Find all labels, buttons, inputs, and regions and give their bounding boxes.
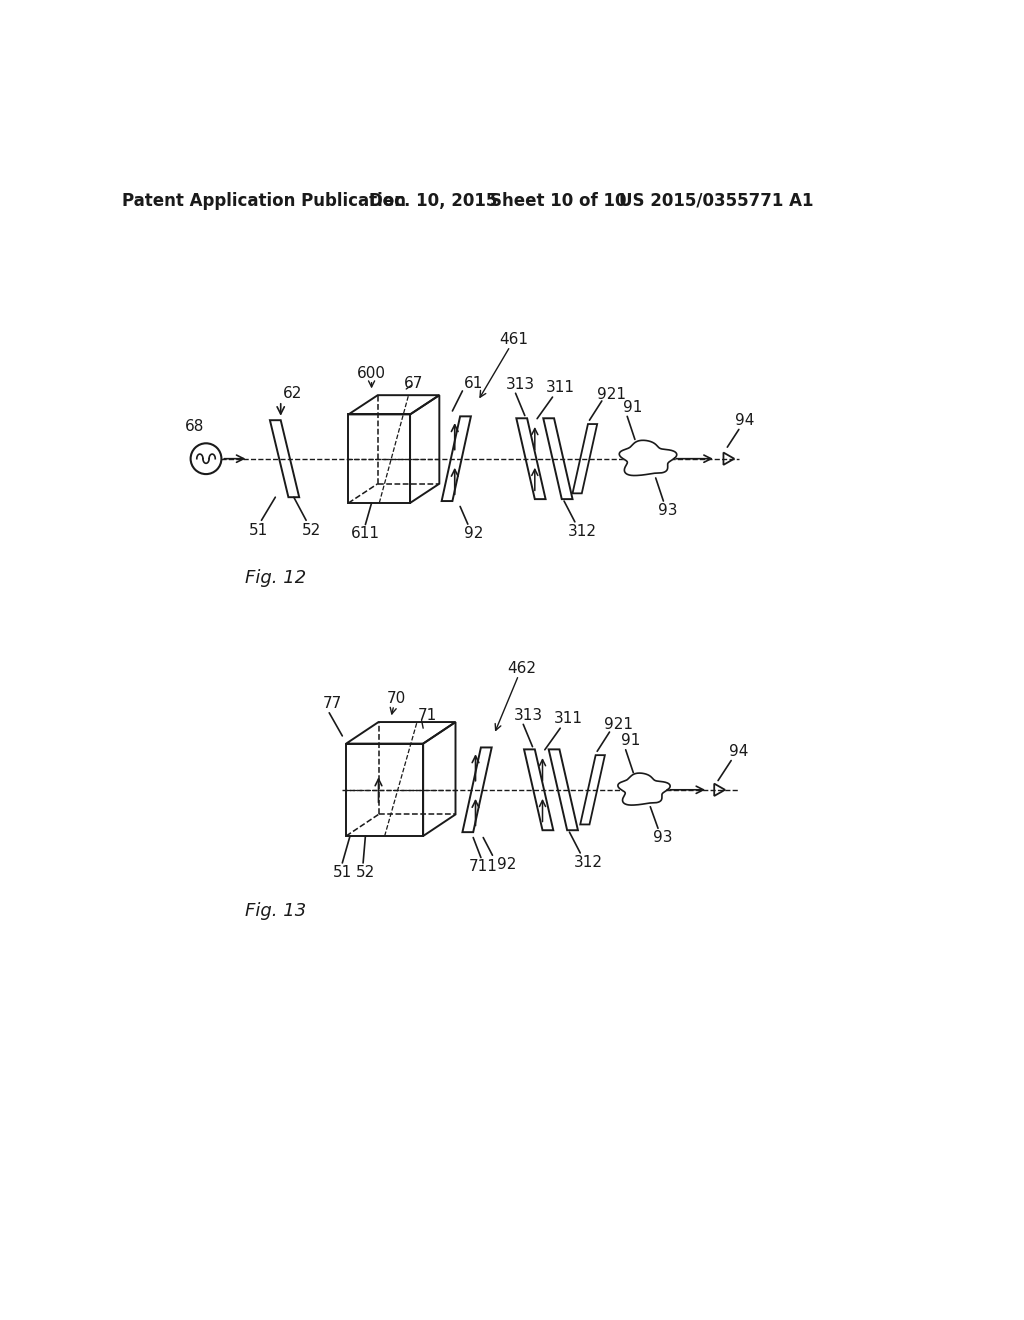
Text: 67: 67 <box>404 376 424 391</box>
Text: Patent Application Publication: Patent Application Publication <box>122 191 406 210</box>
Text: 68: 68 <box>184 418 204 434</box>
Text: Fig. 12: Fig. 12 <box>245 569 306 587</box>
Text: Dec. 10, 2015: Dec. 10, 2015 <box>369 191 498 210</box>
Text: 313: 313 <box>506 376 535 392</box>
Text: 93: 93 <box>658 503 678 517</box>
Text: 311: 311 <box>553 711 583 726</box>
Text: 71: 71 <box>418 709 436 723</box>
Text: Sheet 10 of 10: Sheet 10 of 10 <box>490 191 627 210</box>
Polygon shape <box>620 441 677 475</box>
Text: 462: 462 <box>507 660 537 676</box>
Text: 921: 921 <box>597 387 626 401</box>
Polygon shape <box>617 774 670 805</box>
Text: 92: 92 <box>464 525 483 541</box>
Text: 312: 312 <box>568 524 597 540</box>
Text: 91: 91 <box>623 400 642 414</box>
Text: 311: 311 <box>546 380 574 396</box>
Text: 92: 92 <box>497 857 516 873</box>
Text: 91: 91 <box>621 733 640 748</box>
Text: 70: 70 <box>387 692 406 706</box>
Text: 312: 312 <box>573 855 602 870</box>
Text: 93: 93 <box>653 830 673 845</box>
Text: 51: 51 <box>249 523 268 537</box>
Text: 94: 94 <box>729 743 749 759</box>
Text: 51: 51 <box>333 866 352 880</box>
Text: 461: 461 <box>499 331 527 347</box>
Text: 921: 921 <box>604 717 633 731</box>
Text: 600: 600 <box>357 366 386 381</box>
Text: Fig. 13: Fig. 13 <box>245 903 306 920</box>
Text: 52: 52 <box>302 523 322 537</box>
Text: 611: 611 <box>351 527 380 541</box>
Text: 313: 313 <box>513 708 543 722</box>
Text: 62: 62 <box>283 385 302 401</box>
Text: US 2015/0355771 A1: US 2015/0355771 A1 <box>618 191 813 210</box>
Text: 77: 77 <box>323 696 342 711</box>
Text: 52: 52 <box>355 866 375 880</box>
Text: 94: 94 <box>735 413 755 428</box>
Text: 61: 61 <box>464 376 483 391</box>
Text: 711: 711 <box>469 859 498 874</box>
